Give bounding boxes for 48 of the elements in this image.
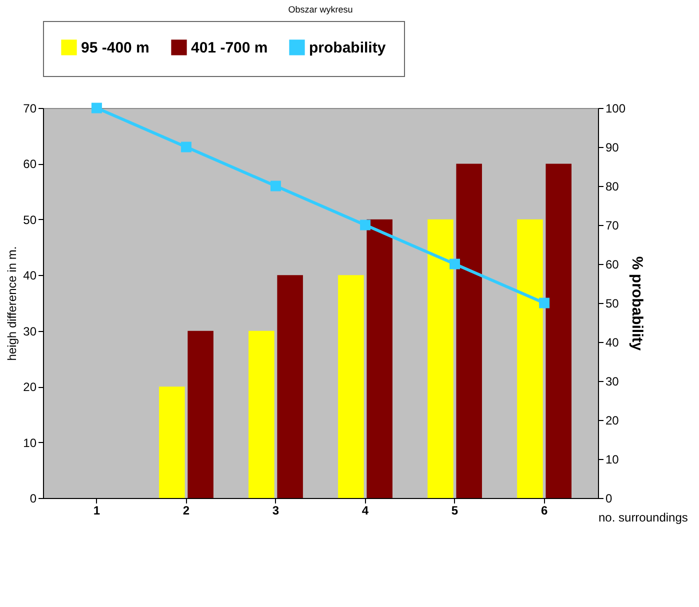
bar [517, 219, 543, 498]
point [270, 180, 281, 192]
y-tick-label: 20 [23, 380, 37, 394]
bar [248, 330, 274, 498]
bar [277, 275, 303, 498]
x-tick-label: 1 [93, 504, 100, 518]
point [180, 142, 192, 152]
bar [188, 330, 214, 498]
y-tick-label: 50 [23, 212, 37, 227]
y-tick-label: 60 [23, 157, 37, 172]
point [450, 258, 460, 270]
bar [546, 164, 572, 498]
point [360, 220, 370, 230]
y2-tick-label: 90 [606, 140, 620, 154]
legend-label: probability [309, 39, 386, 56]
y2-tick-label: 50 [606, 296, 620, 310]
y2-tick-label: 30 [606, 374, 620, 388]
y-tick-label: 40 [23, 268, 37, 283]
x-tick-label: 4 [362, 504, 369, 518]
legend-label: 401 -700 m [191, 39, 268, 56]
y-axis-title: heigh difference in m. [5, 246, 20, 361]
y2-tick-label: 80 [606, 180, 620, 194]
y-tick-label: 10 [23, 436, 37, 450]
y2-tick-label: 70 [606, 218, 620, 232]
y2-tick-label: 60 [606, 258, 620, 272]
x-tick-label: 6 [540, 504, 548, 518]
y-tick-label: 70 [23, 102, 37, 116]
x-tick-label: 2 [182, 504, 190, 518]
point [539, 298, 550, 308]
bar [366, 219, 392, 498]
y-tick-label: 30 [23, 324, 37, 338]
text: Obszar wykresu [288, 4, 353, 14]
y-tick-label: 0 [30, 492, 37, 506]
y2-axis-title: % probability [628, 256, 646, 352]
y2-tick-label: 0 [606, 492, 612, 506]
x-tick-label: 5 [451, 504, 458, 518]
bar [338, 275, 364, 498]
y2-tick-label: 100 [606, 102, 626, 116]
y2-tick-label: 10 [606, 452, 620, 466]
bar [428, 219, 454, 498]
bar [159, 386, 185, 498]
point [91, 102, 102, 114]
x-tick-label: 3 [272, 504, 280, 518]
y2-tick-label: 20 [606, 414, 620, 428]
bar [456, 164, 482, 498]
x-axis-title: no. surroundings [598, 510, 688, 524]
legend-label: 95 -400 m [81, 39, 150, 56]
y2-tick-label: 40 [606, 336, 620, 350]
